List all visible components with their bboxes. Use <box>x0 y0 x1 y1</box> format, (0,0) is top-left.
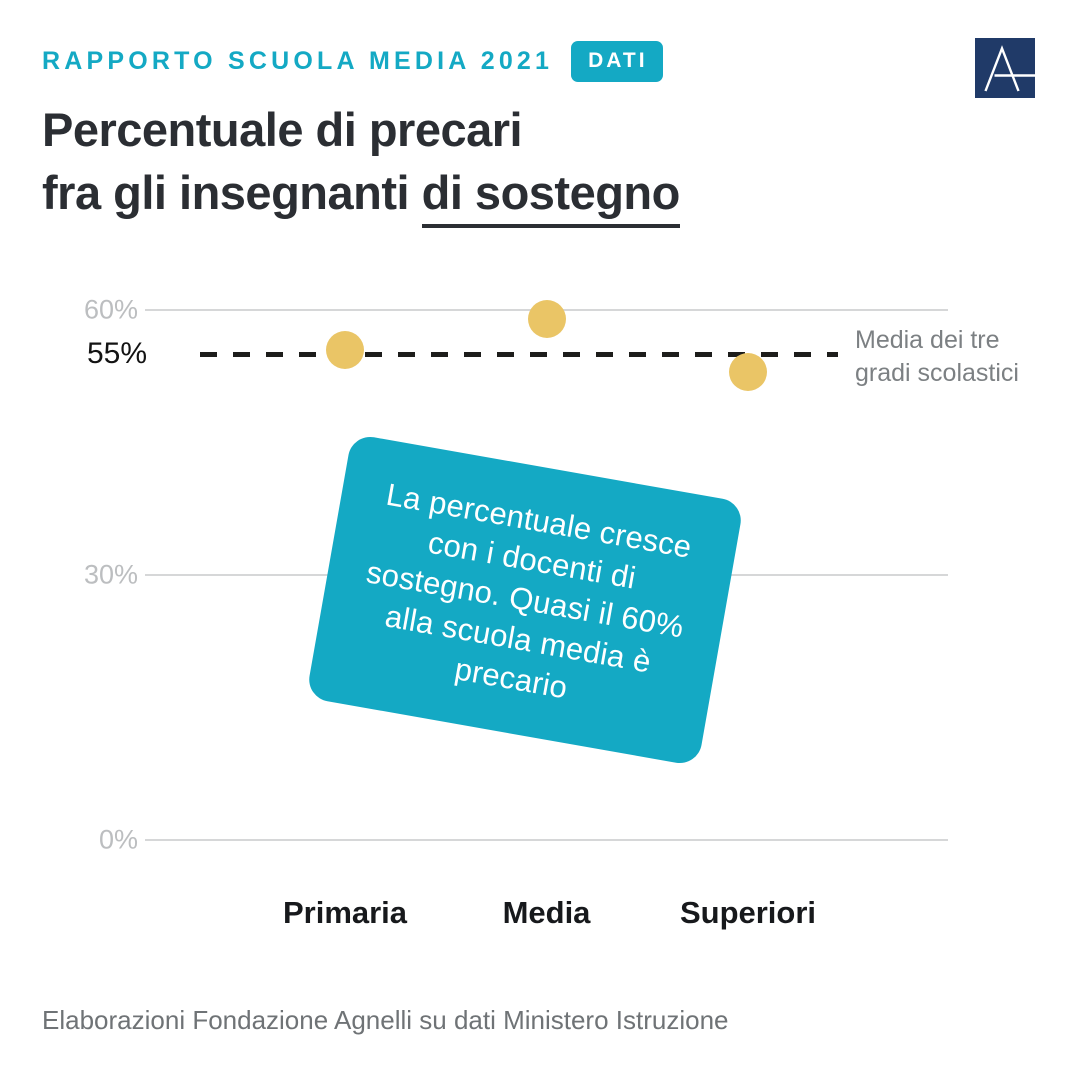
mean-line-annotation: Media dei tre gradi scolastici <box>855 326 1019 387</box>
callout-text: La percentuale cresce con i docenti di s… <box>363 476 695 706</box>
x-axis-label-media: Media <box>502 895 591 930</box>
dati-badge: DATI <box>571 40 663 82</box>
data-point-superiori <box>729 352 767 391</box>
y-axis-tick-label: 60% <box>83 294 138 325</box>
title-underlined-phrase: di sostegno <box>421 166 680 228</box>
fondazione-agnelli-logo-icon <box>975 38 1035 98</box>
title-line1: Percentuale di precari <box>42 103 523 156</box>
title-line2-prefix: fra gli insegnanti <box>42 166 422 219</box>
data-point-media <box>527 299 566 338</box>
mean-dashed-line <box>200 351 838 357</box>
callout-box: La percentuale cresce con i docenti di s… <box>305 433 745 767</box>
source-credit: Elaborazioni Fondazione Agnelli su dati … <box>42 1005 729 1035</box>
header: RAPPORTO SCUOLA MEDIA 2021 DATI <box>42 40 663 82</box>
gridline <box>145 839 948 841</box>
page-title: Percentuale di precari fra gli insegnanti… <box>42 98 802 228</box>
y-axis-tick-label: 30% <box>83 559 138 590</box>
x-axis-label-superiori: Superiori <box>679 895 817 930</box>
y-axis-tick-label: 0% <box>98 824 138 855</box>
data-point-primaria <box>326 330 364 369</box>
x-axis-label-primaria: Primaria <box>282 895 408 930</box>
report-kicker: RAPPORTO SCUOLA MEDIA 2021 <box>42 46 554 75</box>
mean-line-label: 55% <box>86 337 147 371</box>
